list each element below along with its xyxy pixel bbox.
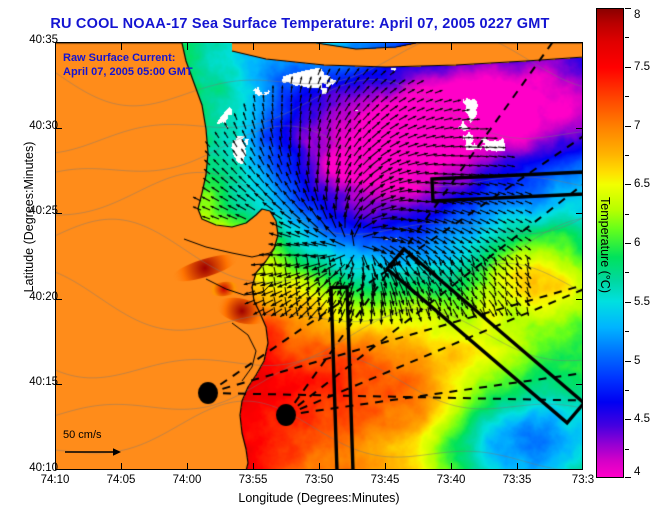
x-axis-tick-mark — [385, 43, 386, 50]
colorbar-tick-label: 7 — [634, 119, 641, 132]
x-axis-tick-mark — [451, 463, 452, 470]
colorbar-tick-mark — [625, 66, 631, 68]
colorbar-tick-label: 8 — [634, 9, 641, 21]
y-axis-tick-mark — [55, 127, 62, 129]
x-axis-tick-label: 74:05 — [106, 474, 136, 486]
colorbar-gradient — [596, 8, 624, 478]
current-annotation: Raw Surface Current: April 07, 2005 05:0… — [63, 51, 193, 79]
colorbar-minor-tick — [625, 37, 629, 39]
x-axis-tick-label: 73:55 — [238, 474, 268, 486]
colorbar-minor-tick — [625, 154, 629, 156]
y-axis-tick-mark — [576, 469, 583, 470]
x-axis-tick-label: 74:00 — [172, 474, 202, 486]
x-axis-tick-mark — [517, 463, 518, 470]
x-axis-tick-mark — [121, 43, 122, 50]
x-axis-tick-mark — [517, 43, 518, 50]
colorbar-tick-mark — [625, 301, 631, 303]
colorbar-tick-label: 5 — [634, 354, 641, 367]
right-arrow-icon — [65, 448, 121, 456]
colorbar-tick-label: 6.5 — [634, 178, 650, 191]
colorbar-tick-label: 4 — [634, 466, 641, 478]
vector-scale-label: 50 cm/s — [63, 429, 102, 441]
x-axis-tick-mark — [385, 463, 386, 470]
x-axis-tick-mark — [187, 463, 188, 470]
x-axis-tick-mark — [451, 43, 452, 50]
y-axis-tick-mark — [576, 127, 583, 129]
colorbar-tick-label: 4.5 — [634, 413, 650, 426]
x-axis-tick-mark — [319, 43, 320, 50]
x-axis-tick-label: 73:3 — [571, 474, 595, 486]
colorbar-minor-tick — [625, 331, 629, 333]
y-axis-tick-mark — [576, 384, 583, 386]
x-axis-tick-mark — [55, 43, 56, 50]
colorbar-tick-label: 6 — [634, 237, 641, 249]
colorbar-tick-mark — [625, 184, 631, 186]
x-axis-label: Longitude (Degrees:Minutes) — [238, 491, 400, 505]
y-axis-tick-label: 40:20 — [29, 290, 58, 303]
colorbar-tick-mark — [625, 419, 631, 421]
colorbar-tick-mark — [625, 125, 631, 127]
x-axis-tick-label: 73:35 — [502, 474, 532, 486]
current-annotation-line2: April 07, 2005 05:00 GMT — [63, 66, 193, 78]
colorbar-minor-tick — [625, 448, 629, 450]
colorbar-minor-tick — [625, 96, 629, 98]
y-axis-tick-mark — [55, 469, 62, 470]
x-axis-tick-label: 74:10 — [40, 474, 70, 486]
colorbar-minor-tick — [625, 272, 629, 274]
colorbar-tick-mark — [625, 8, 631, 9]
colorbar-tick-mark — [625, 243, 631, 244]
sst-map-plot[interactable]: Raw Surface Current: April 07, 2005 05:0… — [55, 42, 583, 470]
x-axis-tick-label: 73:50 — [304, 474, 334, 486]
colorbar-minor-tick — [625, 213, 629, 215]
y-axis-tick-mark — [55, 298, 62, 300]
page-title: RU COOL NOAA-17 Sea Surface Temperature:… — [50, 16, 550, 32]
sst-heatmap-canvas — [56, 43, 582, 469]
current-annotation-line1: Raw Surface Current: — [63, 52, 176, 64]
x-axis-tick-mark — [55, 463, 56, 470]
y-axis-tick-mark — [576, 213, 583, 215]
x-axis-tick-mark — [253, 463, 254, 470]
y-axis-tick-label: 40:25 — [29, 205, 58, 218]
y-axis-tick-label: 40:10 — [29, 462, 58, 474]
x-axis-tick-mark — [187, 43, 188, 50]
colorbar-tick-label: 5.5 — [634, 295, 650, 308]
y-axis-tick-label: 40:35 — [29, 34, 58, 46]
colorbar-tick-label: 7.5 — [634, 60, 650, 73]
x-axis-tick-mark — [582, 463, 583, 470]
y-axis-tick-mark — [576, 298, 583, 300]
colorbar-minor-tick — [625, 389, 629, 391]
colorbar-tick-mark — [625, 360, 631, 362]
x-axis-tick-mark — [253, 43, 254, 50]
colorbar-tick-mark — [625, 477, 631, 478]
colorbar-title: Temperature (°C) — [598, 197, 612, 293]
y-axis-tick-mark — [55, 42, 62, 43]
y-axis-tick-label: 40:30 — [29, 119, 58, 132]
x-axis-tick-label: 73:40 — [436, 474, 466, 486]
y-axis-tick-mark — [55, 384, 62, 386]
y-axis-tick-label: 40:15 — [29, 376, 58, 389]
y-axis-tick-mark — [576, 42, 583, 43]
x-axis-tick-mark — [319, 463, 320, 470]
colorbar[interactable]: 8 7.5 7 6.5 6 5.5 5 4.5 4 — [596, 8, 650, 478]
x-axis-tick-mark — [121, 463, 122, 470]
x-axis-tick-mark — [582, 43, 583, 50]
vector-scale-legend: 50 cm/s — [63, 429, 123, 463]
y-axis-tick-mark — [55, 213, 62, 215]
x-axis-tick-label: 73:45 — [370, 474, 400, 486]
y-axis-label: Latitude (Degrees:Minutes) — [22, 141, 36, 293]
